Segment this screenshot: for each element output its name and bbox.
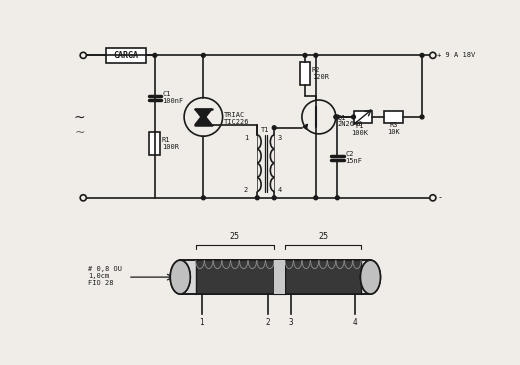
Bar [149,132,160,155]
Circle shape [201,196,205,200]
Bar [196,260,274,294]
Circle shape [272,196,276,200]
Ellipse shape [360,260,381,294]
Circle shape [430,52,436,58]
Text: P1
100K: P1 100K [351,123,368,136]
Text: 25: 25 [230,232,240,241]
Bar [354,111,372,123]
Text: 2: 2 [244,187,248,193]
Bar [384,111,403,123]
Circle shape [184,98,223,136]
Ellipse shape [170,260,190,294]
Text: ~: ~ [74,126,85,139]
Text: CARGA: CARGA [114,51,139,60]
Text: 25: 25 [318,232,328,241]
Bar [180,260,370,294]
Circle shape [352,115,356,119]
Text: 4: 4 [277,187,281,193]
Circle shape [335,196,339,200]
Text: C1
100nF: C1 100nF [163,91,184,104]
Ellipse shape [170,260,190,294]
Text: 4: 4 [353,318,357,327]
Circle shape [420,53,424,57]
Circle shape [430,195,436,201]
Text: 1: 1 [200,318,204,327]
Circle shape [335,115,339,119]
Circle shape [255,196,259,200]
Circle shape [153,53,157,57]
Bar [274,260,285,294]
Text: T1: T1 [261,127,269,133]
Text: # 0,8 OU
1,0cm
FIO 28: # 0,8 OU 1,0cm FIO 28 [88,266,122,285]
Bar [107,48,147,63]
Bar [285,260,361,294]
Text: 3: 3 [277,135,281,141]
Circle shape [201,53,205,57]
Ellipse shape [360,260,381,294]
Polygon shape [195,114,212,125]
Circle shape [80,52,86,58]
Circle shape [334,115,337,119]
Text: Q1
2N2646: Q1 2N2646 [337,114,363,127]
Circle shape [314,53,318,57]
Circle shape [302,100,336,134]
Circle shape [272,126,276,130]
Text: 3: 3 [289,318,293,327]
Circle shape [420,115,424,119]
Text: TRIAC
TIC226: TRIAC TIC226 [224,112,250,125]
Text: R1
100R: R1 100R [162,137,179,150]
Text: 2: 2 [266,318,270,327]
Polygon shape [195,109,212,120]
Text: R3
10K: R3 10K [387,122,400,135]
Circle shape [80,195,86,201]
Bar [300,62,310,85]
Text: -: - [437,193,443,202]
Text: ~: ~ [73,110,85,124]
Circle shape [303,53,307,57]
Text: R2
120R: R2 120R [312,66,329,80]
Text: C2
15nF: C2 15nF [345,151,362,164]
Text: 1: 1 [244,135,248,141]
Circle shape [314,196,318,200]
Text: + 9 A 18V: + 9 A 18V [437,52,476,58]
